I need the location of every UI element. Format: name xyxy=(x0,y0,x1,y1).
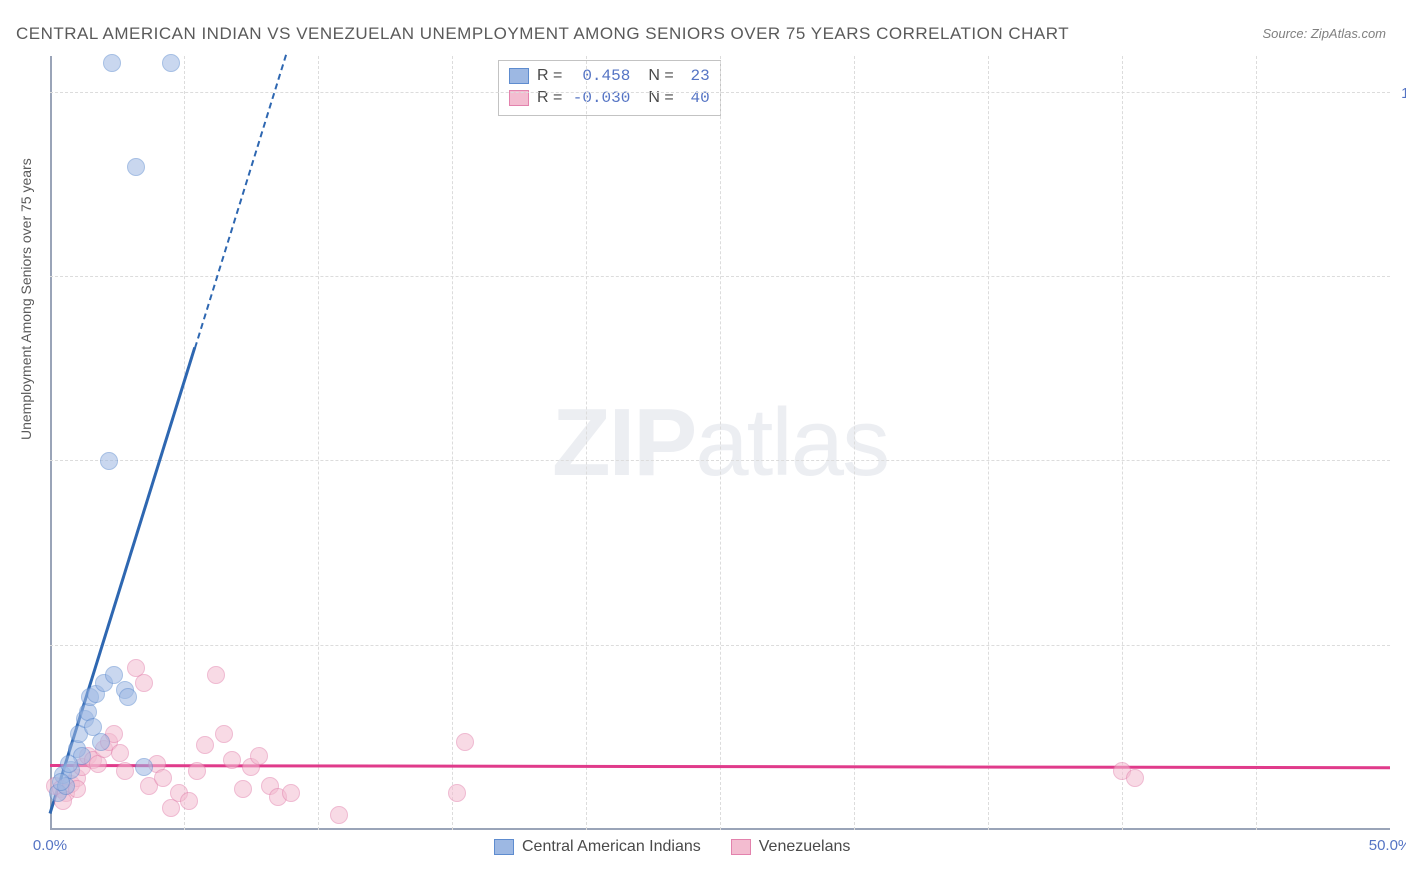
marker-venezuelan xyxy=(188,762,206,780)
marker-central-american-indian xyxy=(100,452,118,470)
marker-central-american-indian xyxy=(60,755,78,773)
gridline-v xyxy=(988,56,989,830)
marker-venezuelan xyxy=(234,780,252,798)
marker-venezuelan xyxy=(180,792,198,810)
legend-swatch-a xyxy=(494,839,514,855)
marker-central-american-indian xyxy=(135,758,153,776)
marker-venezuelan xyxy=(207,666,225,684)
y-tick-label: 25.0% xyxy=(1396,638,1406,655)
gridline-v xyxy=(854,56,855,830)
stat-r-value: 0.458 xyxy=(570,65,630,87)
marker-venezuelan xyxy=(282,784,300,802)
gridline-v xyxy=(586,56,587,830)
trend-line xyxy=(194,55,287,349)
marker-venezuelan xyxy=(250,747,268,765)
gridline-v xyxy=(1256,56,1257,830)
marker-venezuelan xyxy=(448,784,466,802)
stat-r-label: R = xyxy=(537,65,562,87)
marker-venezuelan xyxy=(456,733,474,751)
correlation-stats-box: R = 0.458 N = 23 R = -0.030 N = 40 xyxy=(498,60,721,116)
gridline-v xyxy=(318,56,319,830)
stats-swatch xyxy=(509,68,529,84)
source-attribution: Source: ZipAtlas.com xyxy=(1262,26,1386,41)
series-legend: Central American Indians Venezuelans xyxy=(494,838,850,856)
marker-venezuelan xyxy=(223,751,241,769)
marker-central-american-indian xyxy=(162,54,180,72)
marker-central-american-indian xyxy=(127,158,145,176)
y-axis xyxy=(50,56,52,830)
gridline-v xyxy=(452,56,453,830)
gridline-v xyxy=(1122,56,1123,830)
marker-central-american-indian xyxy=(84,718,102,736)
stat-n-label: N = xyxy=(648,87,673,109)
marker-venezuelan xyxy=(154,769,172,787)
chart-title: CENTRAL AMERICAN INDIAN VS VENEZUELAN UN… xyxy=(16,24,1069,44)
stat-r-value: -0.030 xyxy=(570,87,630,109)
legend-label-a: Central American Indians xyxy=(522,838,701,856)
legend-item-a: Central American Indians xyxy=(494,838,701,856)
x-tick-label: 50.0% xyxy=(1369,837,1406,854)
marker-central-american-indian xyxy=(52,773,70,791)
marker-venezuelan xyxy=(215,725,233,743)
y-tick-label: 50.0% xyxy=(1396,453,1406,470)
legend-swatch-b xyxy=(731,839,751,855)
stat-n-value: 23 xyxy=(682,65,710,87)
y-tick-label: 75.0% xyxy=(1396,269,1406,286)
legend-item-b: Venezuelans xyxy=(731,838,851,856)
plot-area: ZIPatlas R =0.458N =23R =-0.030N =40 Cen… xyxy=(50,56,1390,830)
marker-venezuelan xyxy=(116,762,134,780)
stats-row: R = -0.030 N = 40 xyxy=(509,87,710,109)
marker-venezuelan xyxy=(330,806,348,824)
watermark-zip: ZIP xyxy=(552,389,695,496)
stats-row: R = 0.458 N = 23 xyxy=(509,65,710,87)
marker-central-american-indian xyxy=(119,688,137,706)
marker-venezuelan xyxy=(1126,769,1144,787)
stat-n-label: N = xyxy=(648,65,673,87)
y-tick-label: 100.0% xyxy=(1396,85,1406,102)
gridline-v xyxy=(720,56,721,830)
gridline-v xyxy=(184,56,185,830)
marker-venezuelan xyxy=(135,674,153,692)
x-tick-label: 0.0% xyxy=(33,837,67,854)
marker-central-american-indian xyxy=(103,54,121,72)
watermark-atlas: atlas xyxy=(695,389,888,496)
marker-venezuelan xyxy=(196,736,214,754)
stat-r-label: R = xyxy=(537,87,562,109)
marker-venezuelan xyxy=(111,744,129,762)
legend-label-b: Venezuelans xyxy=(759,838,851,856)
stat-n-value: 40 xyxy=(682,87,710,109)
y-axis-label: Unemployment Among Seniors over 75 years xyxy=(18,158,34,440)
